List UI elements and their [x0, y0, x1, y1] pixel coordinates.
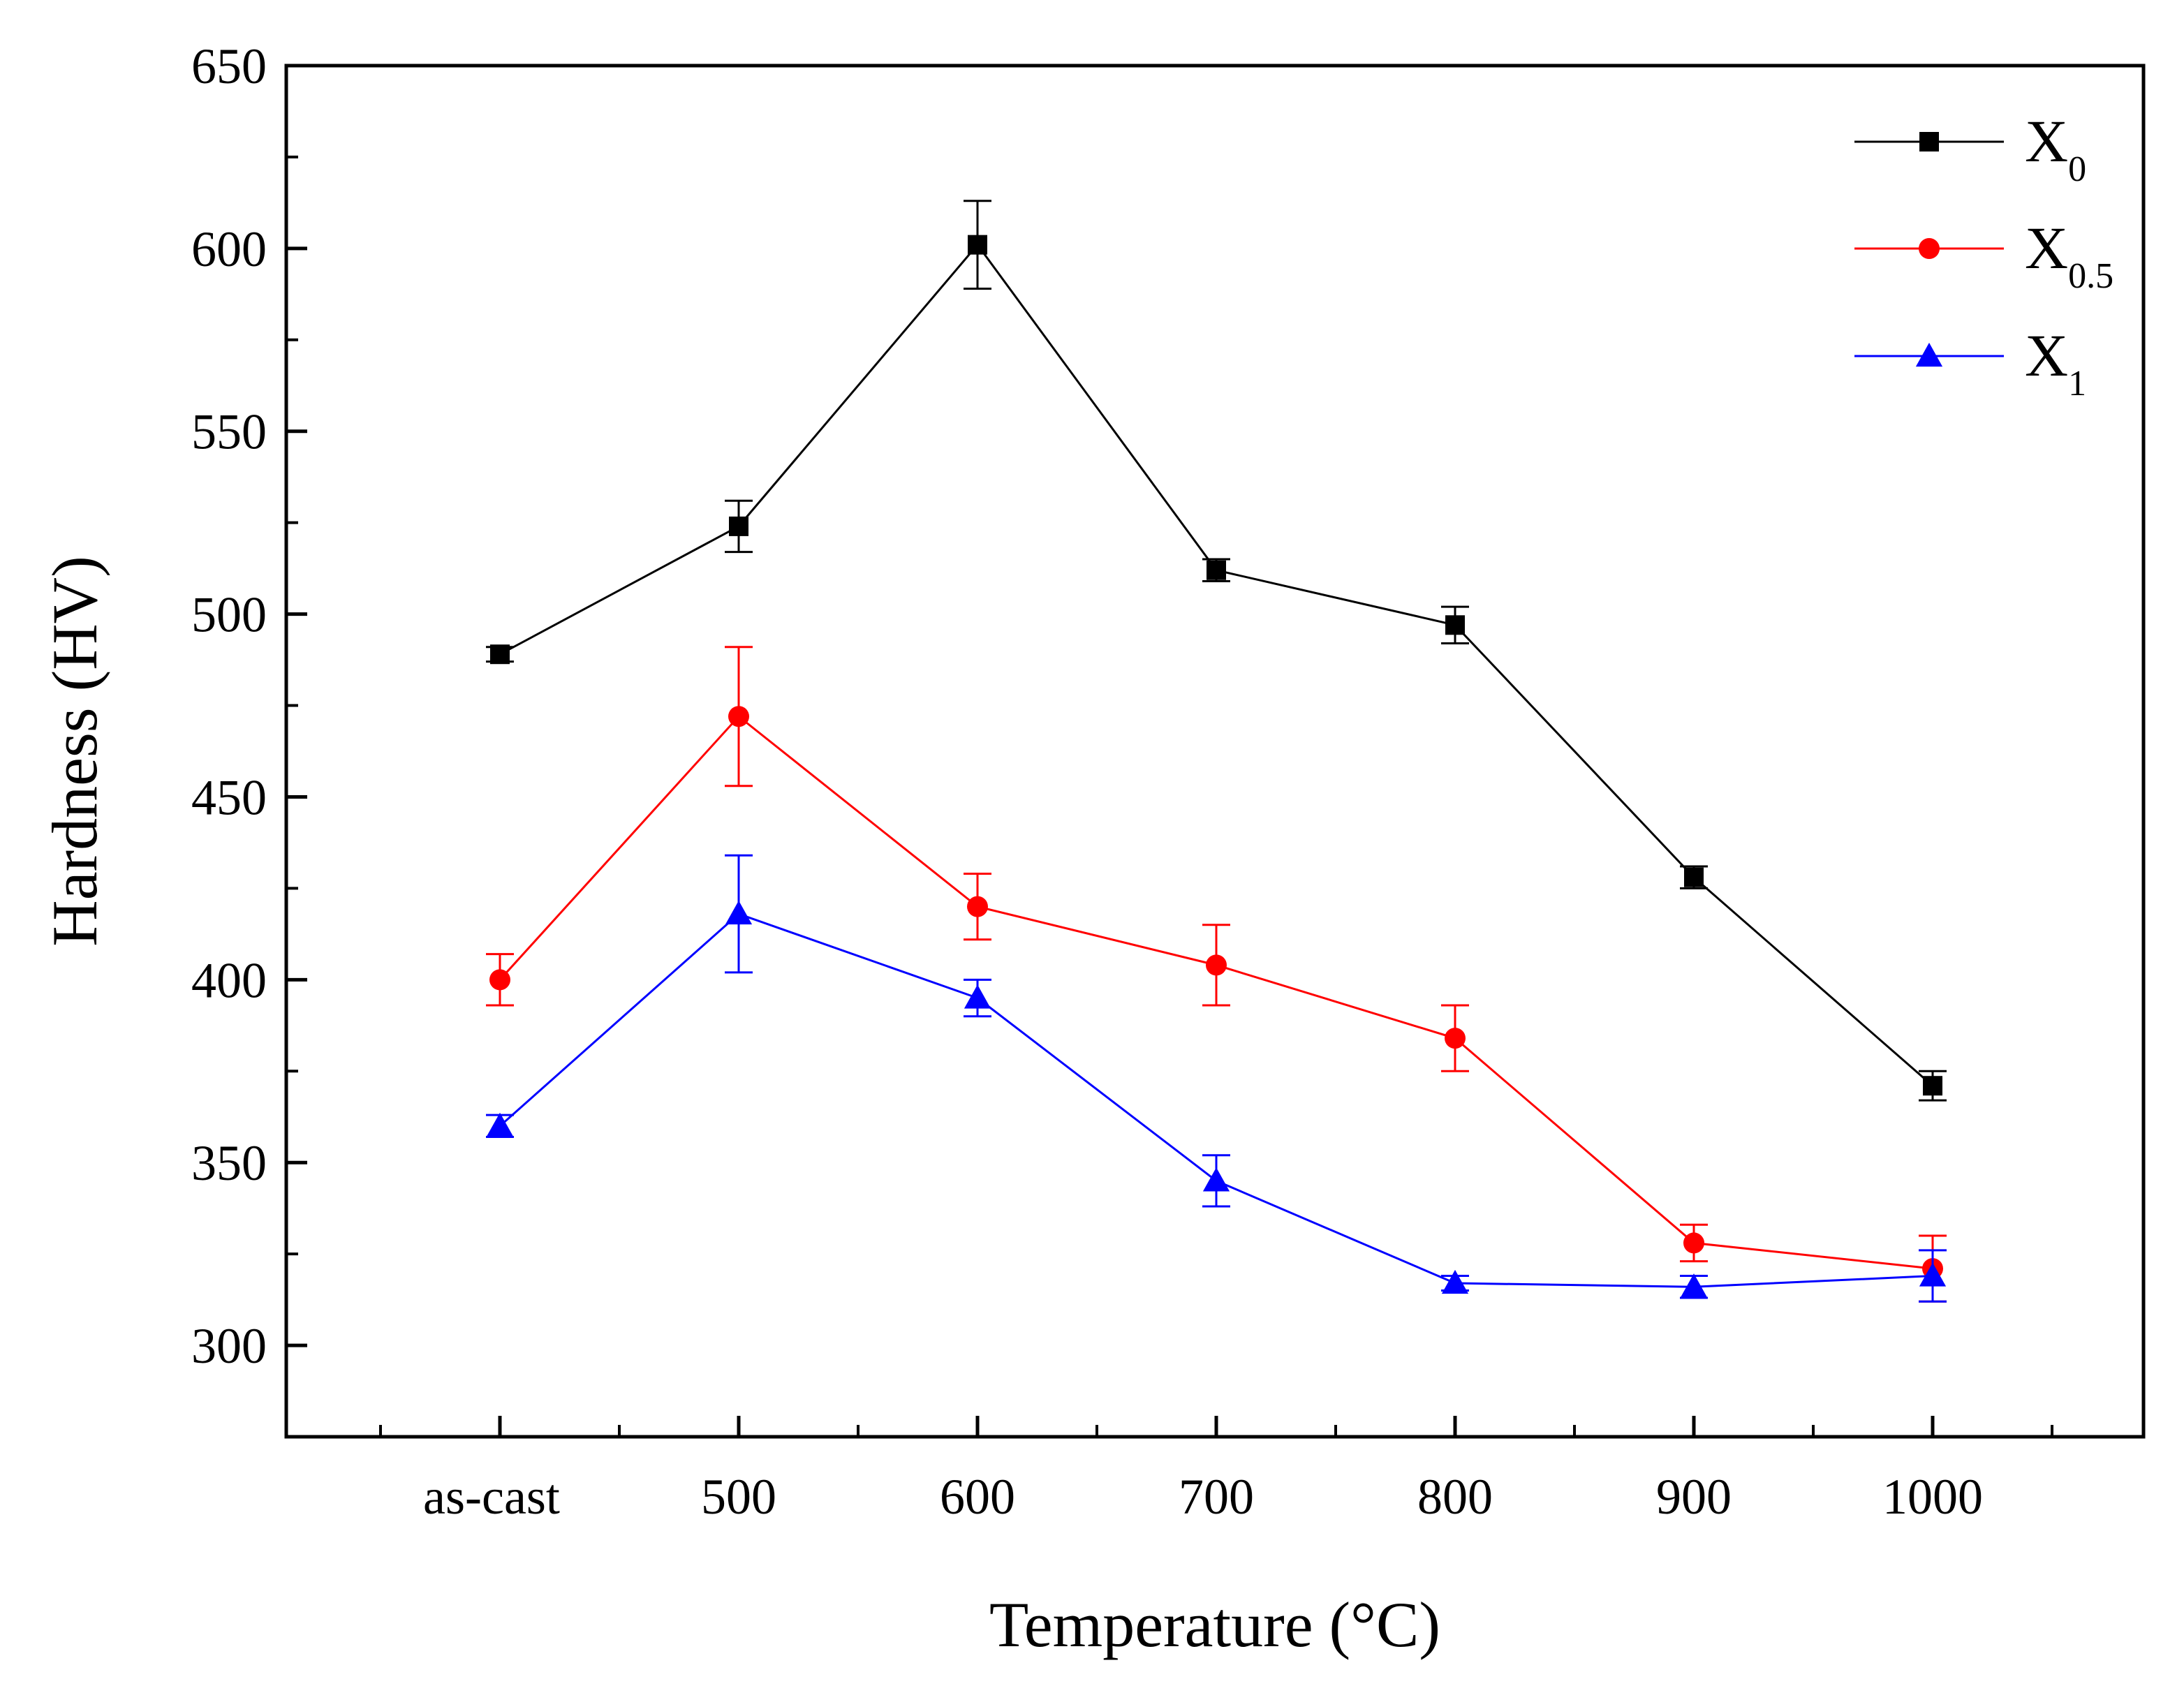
- x-tick-label: 800: [1417, 1469, 1493, 1525]
- data-point: [1202, 1167, 1230, 1192]
- y-tick-label: 400: [191, 952, 267, 1008]
- plot-frame: [284, 64, 2146, 1439]
- y-tick-label: 550: [191, 404, 267, 460]
- data-point: [1441, 1269, 1469, 1294]
- data-point: [1445, 1028, 1466, 1049]
- legend-label: X0.5: [2025, 214, 2113, 296]
- x-tick-label: 600: [940, 1469, 1015, 1525]
- data-point: [486, 1112, 514, 1137]
- x-tick-label: 700: [1179, 1469, 1254, 1525]
- series-x0-5: [486, 646, 1947, 1303]
- y-tick-label: 450: [191, 769, 267, 825]
- y-axis-title: Hardness (HV): [39, 556, 110, 947]
- data-point: [1919, 1262, 1947, 1287]
- data-point: [728, 706, 749, 727]
- x-tick-label: 500: [701, 1469, 776, 1525]
- legend-marker: [1919, 238, 1940, 259]
- y-axis: 300 350 400 450 500 550 600 650: [191, 38, 307, 1438]
- legend-label: X0: [2025, 108, 2086, 189]
- y-tick-label: 650: [191, 38, 267, 94]
- series-x1: [486, 854, 1947, 1303]
- data-point: [489, 969, 510, 991]
- legend-marker: [1915, 342, 1943, 367]
- x-tick-label: as-cast: [423, 1469, 560, 1525]
- series-layer: [486, 200, 1947, 1303]
- data-point: [964, 984, 991, 1009]
- x-tick-label: 900: [1656, 1469, 1732, 1525]
- x-axis: as-cast 500 600 700 800 900 1000: [379, 1416, 2053, 1525]
- y-tick-label: 600: [191, 221, 267, 277]
- data-point: [968, 235, 987, 255]
- legend-marker: [1919, 132, 1939, 151]
- data-point: [1683, 1232, 1704, 1254]
- data-point: [1445, 615, 1465, 635]
- data-point: [967, 896, 988, 917]
- y-tick-label: 350: [191, 1135, 267, 1191]
- legend-label: X1: [2025, 322, 2086, 404]
- data-point: [1680, 1273, 1708, 1298]
- data-point: [1207, 560, 1226, 580]
- x-tick-label: 1000: [1882, 1469, 1983, 1525]
- y-tick-label: 300: [191, 1318, 267, 1374]
- data-point: [1684, 867, 1704, 887]
- legend: X0 X0.5 X1: [1854, 108, 2113, 404]
- data-point: [729, 516, 748, 536]
- data-point: [1923, 1076, 1942, 1096]
- data-point: [725, 900, 753, 925]
- x-axis-title: Temperature (°C): [989, 1589, 1440, 1660]
- y-tick-label: 500: [191, 587, 267, 643]
- data-point: [490, 644, 510, 665]
- series-x0: [486, 200, 1947, 1102]
- data-point: [1206, 954, 1227, 976]
